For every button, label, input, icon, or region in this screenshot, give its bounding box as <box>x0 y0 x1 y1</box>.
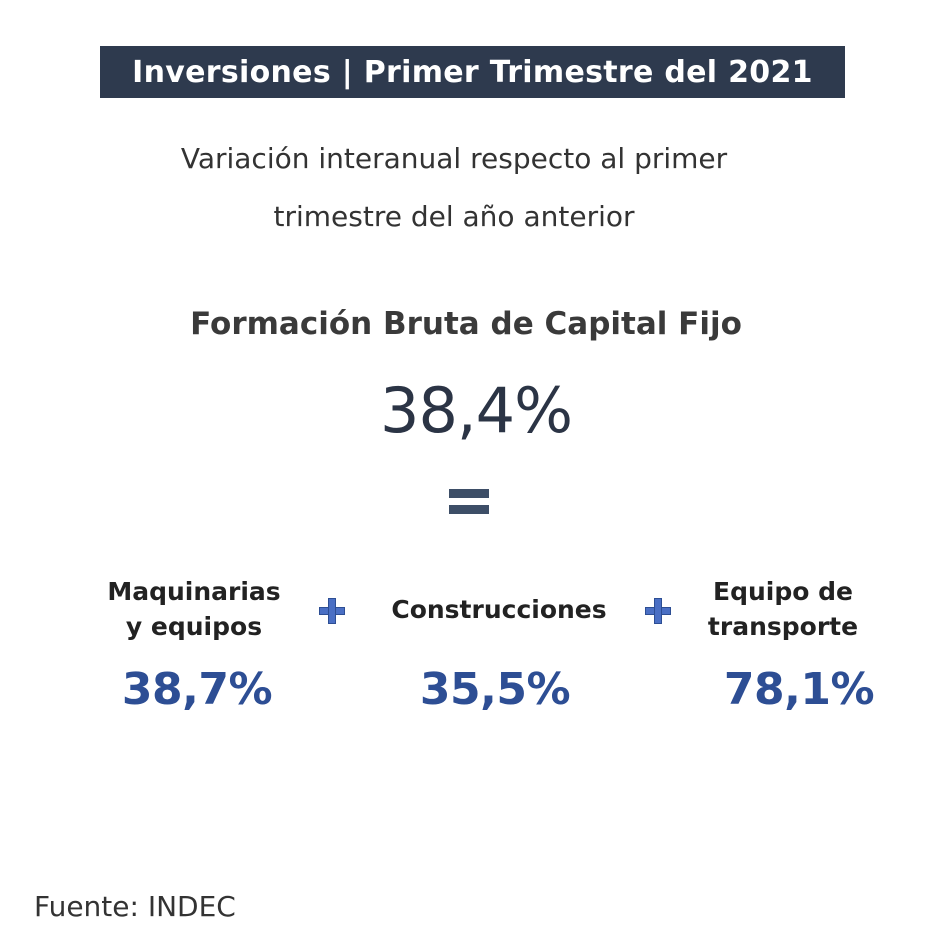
plus-icon <box>319 598 345 624</box>
component-label-construcciones: Construcciones <box>370 592 628 627</box>
component-label-line: Maquinarias <box>107 577 281 606</box>
source-note: Fuente: INDEC <box>34 890 236 923</box>
component-value-construcciones: 35,5% <box>419 664 571 715</box>
subtitle-line-2: trimestre del año anterior <box>273 200 635 233</box>
component-label-line: y equipos <box>125 612 263 641</box>
plus-icon <box>645 598 671 624</box>
component-label-equipo-transporte: Equipo de transporte <box>686 574 880 644</box>
subtitle-line-1: Variación interanual respecto al primer <box>180 142 728 175</box>
component-label-maquinarias: Maquinarias y equipos <box>94 574 294 644</box>
component-value-equipo-transporte: 78,1% <box>723 664 875 715</box>
main-indicator-label: Formación Bruta de Capital Fijo <box>190 306 742 342</box>
title-banner: Inversiones | Primer Trimestre del 2021 <box>100 46 845 98</box>
component-label-line: Equipo de <box>713 577 853 606</box>
component-value-maquinarias: 38,7% <box>121 664 273 715</box>
page-title: Inversiones | Primer Trimestre del 2021 <box>132 54 813 90</box>
component-label-line: Construcciones <box>391 595 607 624</box>
subtitle: Variación interanual respecto al primer … <box>100 130 808 246</box>
main-indicator-value: 38,4% <box>380 374 573 447</box>
equals-icon <box>449 489 489 515</box>
component-label-line: transporte <box>707 612 859 641</box>
